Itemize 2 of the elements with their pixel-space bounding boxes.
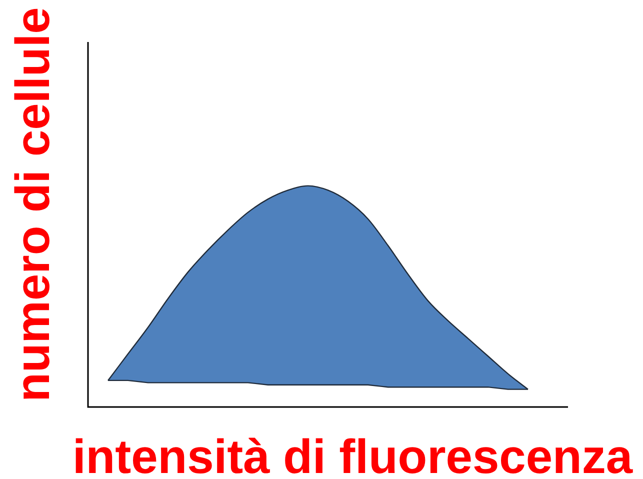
x-axis-title: intensità di fluorescenza: [72, 431, 633, 479]
y-axis-title: numero di cellule: [7, 7, 60, 402]
